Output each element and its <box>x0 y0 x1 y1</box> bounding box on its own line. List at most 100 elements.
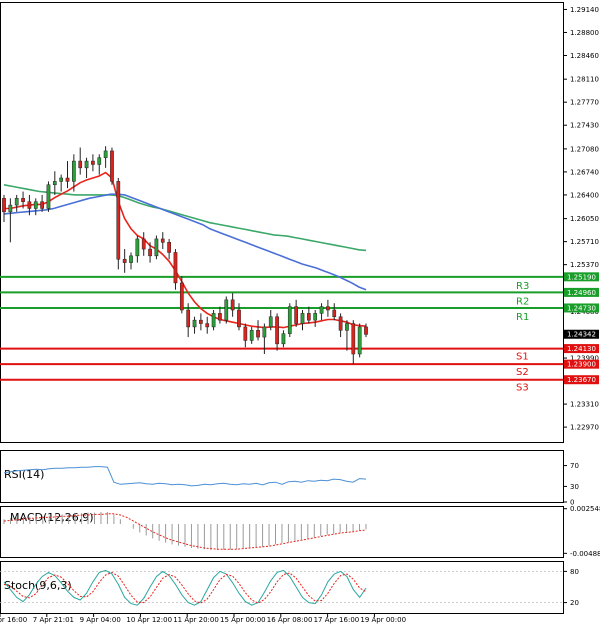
candle-body <box>27 201 32 209</box>
candle-body <box>160 238 165 243</box>
candle-body <box>179 282 184 311</box>
candle-body <box>97 157 102 165</box>
rsi-y-tick-label: 0 <box>570 499 574 507</box>
price-y-tick-label: 1.26400 <box>570 191 599 199</box>
candle-body <box>224 299 229 321</box>
candle-body <box>14 198 19 206</box>
price-y-tick-label: 1.25710 <box>570 238 599 246</box>
candle-body <box>205 323 210 328</box>
macd-y-tick-label: 0.002548 <box>570 505 600 513</box>
price-panel-frame <box>0 2 564 443</box>
ema-fast-line <box>4 171 367 329</box>
candle-body <box>256 330 260 338</box>
level-label-s3: S3 <box>516 383 529 394</box>
rsi-panel-frame <box>0 450 564 503</box>
macd-y-tick-label: -0.004889 <box>570 550 600 558</box>
candle-body <box>351 323 356 355</box>
candle-body <box>249 330 254 341</box>
candle-body <box>173 252 178 284</box>
price-y-tick-label: 1.23990 <box>570 355 599 363</box>
price-y-tick-label: 1.22970 <box>570 424 599 432</box>
macd-title: MACD(12,26,9) <box>10 511 94 524</box>
candle-body <box>332 309 337 318</box>
x-tick-label: 19 Apr 00:00 <box>360 616 406 624</box>
level-tag-s2: 1.23900 <box>567 361 596 369</box>
x-tick-label: 6 Apr 16:00 <box>0 616 27 624</box>
level-tag-r2: 1.24960 <box>567 289 596 297</box>
candle-body <box>46 184 51 209</box>
price-y-tick-label: 1.26050 <box>570 215 599 223</box>
macd-panel-frame <box>0 506 564 558</box>
candle-body <box>230 299 235 311</box>
current-price-tag-bg <box>564 329 599 339</box>
candle-body <box>167 242 171 253</box>
candle-body <box>211 313 216 328</box>
candle-body <box>237 309 241 328</box>
current-price-tag: 1.24342 <box>567 331 596 339</box>
price-y-tick-label: 1.27080 <box>570 145 599 153</box>
level-tag-s1: 1.24130 <box>567 345 596 353</box>
price-y-tick-label: 1.23310 <box>570 401 599 409</box>
candle-body <box>243 326 248 341</box>
level-tag-r3: 1.25190 <box>567 273 596 281</box>
candle-body <box>103 150 108 158</box>
stoch-k-line <box>3 569 367 606</box>
level-tag-bg-r1 <box>564 303 599 313</box>
price-y-tick-label: 1.25370 <box>570 261 599 269</box>
candle-body <box>2 198 6 213</box>
candle-body <box>52 181 57 186</box>
price-y-tick-label: 1.28110 <box>570 76 599 84</box>
candle-body <box>148 248 152 257</box>
candle-body <box>300 313 305 324</box>
candle-body <box>275 316 279 345</box>
candle-body <box>186 309 191 328</box>
stoch-panel-frame <box>0 561 564 614</box>
candle-body <box>84 160 89 169</box>
candle-body <box>40 201 44 209</box>
level-tag-bg-r2 <box>564 287 599 297</box>
candle-body <box>326 306 330 311</box>
candle-body <box>110 150 114 182</box>
x-tick-label: 7 Apr 21:01 <box>33 616 74 624</box>
x-tick-label: 17 Apr 16:00 <box>314 616 360 624</box>
candle-body <box>59 177 64 182</box>
candle-body <box>345 323 349 331</box>
candle-body <box>33 201 38 209</box>
macd-signal-line <box>3 513 367 550</box>
candle-body <box>268 316 273 328</box>
candle-body <box>199 319 203 324</box>
candle-body <box>78 160 83 169</box>
candle-body <box>287 306 292 334</box>
candle-body <box>338 316 343 331</box>
rsi-line <box>3 466 367 487</box>
x-tick-label: 16 Apr 08:00 <box>267 616 313 624</box>
level-label-s1: S1 <box>516 352 529 363</box>
level-tag-bg-s1 <box>564 344 599 354</box>
candle-body <box>281 333 286 345</box>
candle-body <box>141 238 146 250</box>
stoch-title: Stoch(9,6,3) <box>4 579 72 592</box>
candle-body <box>21 198 25 202</box>
level-tag-r1: 1.24730 <box>567 304 596 312</box>
level-label-r3: R3 <box>516 281 529 292</box>
level-tag-bg-r3 <box>564 272 599 282</box>
candle-body <box>192 319 197 328</box>
candle-body <box>135 238 140 257</box>
price-y-tick-label: 1.28460 <box>570 52 599 60</box>
level-tag-s3: 1.23670 <box>567 376 596 384</box>
stoch-y-tick-label: 20 <box>570 599 579 607</box>
ma-slow-line <box>3 184 367 252</box>
candle-body <box>218 313 222 321</box>
x-tick-label: 15 Apr 00:00 <box>220 616 266 624</box>
level-label-r1: R1 <box>516 312 529 323</box>
x-tick-label: 11 Apr 20:00 <box>173 616 219 624</box>
candle-body <box>154 238 159 257</box>
price-y-tick-label: 1.27430 <box>570 122 599 130</box>
level-label-r2: R2 <box>516 296 529 307</box>
candle-body <box>91 160 95 165</box>
level-label-s2: S2 <box>516 367 529 378</box>
candle-body <box>357 326 362 355</box>
ma-mid-line <box>3 193 367 291</box>
candle-body <box>319 306 324 314</box>
